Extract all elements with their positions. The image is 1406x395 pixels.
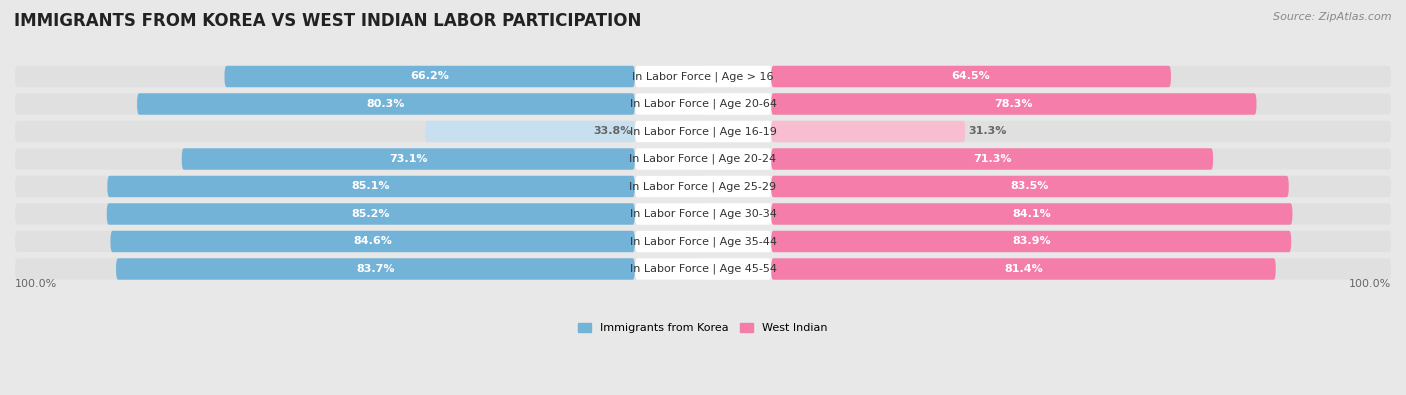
FancyBboxPatch shape [15,148,703,170]
FancyBboxPatch shape [770,258,1275,280]
FancyBboxPatch shape [117,258,636,280]
FancyBboxPatch shape [426,121,636,142]
Text: 100.0%: 100.0% [1348,279,1391,289]
Text: In Labor Force | Age 35-44: In Labor Force | Age 35-44 [630,236,776,247]
FancyBboxPatch shape [770,66,1391,87]
FancyBboxPatch shape [15,176,1391,197]
Text: 78.3%: 78.3% [994,99,1033,109]
FancyBboxPatch shape [636,203,770,225]
FancyBboxPatch shape [770,176,1289,197]
Text: 64.5%: 64.5% [952,71,990,81]
FancyBboxPatch shape [15,66,1391,87]
Text: In Labor Force | Age 16-19: In Labor Force | Age 16-19 [630,126,776,137]
FancyBboxPatch shape [636,258,770,280]
FancyBboxPatch shape [770,93,1257,115]
Text: 33.8%: 33.8% [593,126,631,137]
Text: In Labor Force | Age 20-64: In Labor Force | Age 20-64 [630,99,776,109]
FancyBboxPatch shape [770,66,1171,87]
FancyBboxPatch shape [107,203,636,225]
FancyBboxPatch shape [15,258,1391,280]
Text: In Labor Force | Age 25-29: In Labor Force | Age 25-29 [630,181,776,192]
FancyBboxPatch shape [15,121,1391,142]
Text: 81.4%: 81.4% [1004,264,1043,274]
FancyBboxPatch shape [15,203,1391,225]
FancyBboxPatch shape [636,231,770,252]
FancyBboxPatch shape [770,148,1391,170]
FancyBboxPatch shape [15,93,703,115]
FancyBboxPatch shape [15,203,703,225]
FancyBboxPatch shape [770,203,1292,225]
Text: 100.0%: 100.0% [15,279,58,289]
FancyBboxPatch shape [225,66,636,87]
FancyBboxPatch shape [138,93,636,115]
FancyBboxPatch shape [15,258,703,280]
Text: 80.3%: 80.3% [367,99,405,109]
FancyBboxPatch shape [770,176,1391,197]
FancyBboxPatch shape [15,66,703,87]
Text: 83.5%: 83.5% [1011,181,1049,192]
FancyBboxPatch shape [15,231,703,252]
Text: 85.1%: 85.1% [352,181,391,192]
Text: 84.1%: 84.1% [1012,209,1052,219]
FancyBboxPatch shape [636,176,770,197]
FancyBboxPatch shape [15,148,1391,170]
FancyBboxPatch shape [770,93,1391,115]
Legend: Immigrants from Korea, West Indian: Immigrants from Korea, West Indian [574,318,832,337]
Text: 85.2%: 85.2% [352,209,389,219]
FancyBboxPatch shape [111,231,636,252]
Text: 83.7%: 83.7% [356,264,395,274]
FancyBboxPatch shape [636,93,770,115]
FancyBboxPatch shape [15,121,703,142]
FancyBboxPatch shape [770,148,1213,170]
Text: Source: ZipAtlas.com: Source: ZipAtlas.com [1274,12,1392,22]
FancyBboxPatch shape [636,66,770,87]
Text: 31.3%: 31.3% [969,126,1007,137]
Text: 84.6%: 84.6% [353,237,392,246]
Text: In Labor Force | Age 30-34: In Labor Force | Age 30-34 [630,209,776,219]
FancyBboxPatch shape [15,93,1391,115]
FancyBboxPatch shape [636,121,770,142]
FancyBboxPatch shape [770,231,1291,252]
FancyBboxPatch shape [770,258,1391,280]
FancyBboxPatch shape [15,231,1391,252]
Text: IMMIGRANTS FROM KOREA VS WEST INDIAN LABOR PARTICIPATION: IMMIGRANTS FROM KOREA VS WEST INDIAN LAB… [14,12,641,30]
Text: 83.9%: 83.9% [1012,237,1050,246]
Text: In Labor Force | Age 20-24: In Labor Force | Age 20-24 [630,154,776,164]
Text: 66.2%: 66.2% [411,71,449,81]
FancyBboxPatch shape [181,148,636,170]
Text: In Labor Force | Age > 16: In Labor Force | Age > 16 [633,71,773,82]
FancyBboxPatch shape [770,121,965,142]
FancyBboxPatch shape [107,176,636,197]
FancyBboxPatch shape [15,176,703,197]
FancyBboxPatch shape [770,231,1391,252]
FancyBboxPatch shape [770,121,1391,142]
Text: 71.3%: 71.3% [973,154,1011,164]
FancyBboxPatch shape [636,148,770,170]
Text: In Labor Force | Age 45-54: In Labor Force | Age 45-54 [630,264,776,274]
Text: 73.1%: 73.1% [389,154,427,164]
FancyBboxPatch shape [770,203,1391,225]
